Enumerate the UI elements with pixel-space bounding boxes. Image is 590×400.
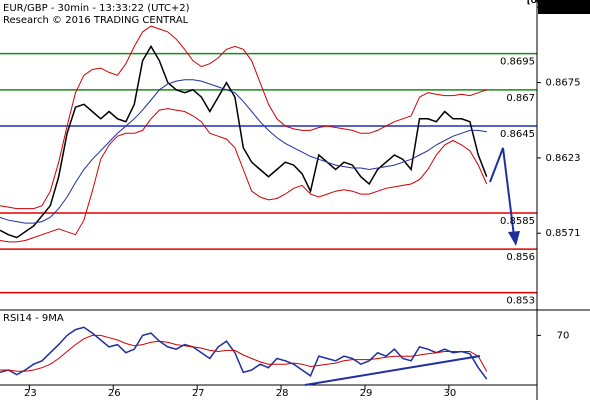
series-line bbox=[0, 334, 488, 372]
chart-subtitle: Research © 2016 TRADING CENTRAL bbox=[3, 15, 189, 26]
y-tick-label: 0.8675 bbox=[546, 78, 581, 89]
series-line bbox=[0, 79, 487, 224]
forecast-arrow bbox=[489, 147, 515, 237]
x-tick-label: 27 bbox=[192, 388, 205, 399]
value-marker bbox=[538, 0, 590, 14]
series-line bbox=[0, 108, 488, 243]
rsi-title: RSI14 - 9MA bbox=[3, 313, 64, 324]
level-label: 0.867 bbox=[506, 93, 535, 104]
x-tick-label: 29 bbox=[360, 388, 373, 399]
x-tick-label: 26 bbox=[108, 388, 121, 399]
arrow-head bbox=[508, 231, 520, 246]
y-tick-label: 70 bbox=[557, 330, 570, 341]
y-tick-label: 0.8571 bbox=[546, 228, 581, 239]
series-line bbox=[0, 326, 488, 380]
x-tick-label: 30 bbox=[444, 388, 457, 399]
series-line bbox=[0, 44, 488, 239]
x-tick-label: 23 bbox=[24, 388, 37, 399]
y-tick-label: 0.8623 bbox=[546, 153, 581, 164]
level-label: 0.8695 bbox=[500, 57, 535, 68]
x-tick-label: 28 bbox=[276, 388, 289, 399]
series-line bbox=[0, 25, 487, 210]
chart-title: EUR/GBP - 30min - 13:33:22 (UTC+2) bbox=[3, 3, 190, 14]
value-marker-label: [object Object] bbox=[527, 0, 590, 6]
level-label: 0.8585 bbox=[500, 216, 535, 227]
level-label: 0.8645 bbox=[500, 129, 535, 140]
level-label: 0.853 bbox=[506, 296, 535, 307]
plot-layer bbox=[0, 25, 537, 380]
rsi-trendline bbox=[304, 355, 481, 386]
level-label: 0.856 bbox=[506, 252, 535, 263]
